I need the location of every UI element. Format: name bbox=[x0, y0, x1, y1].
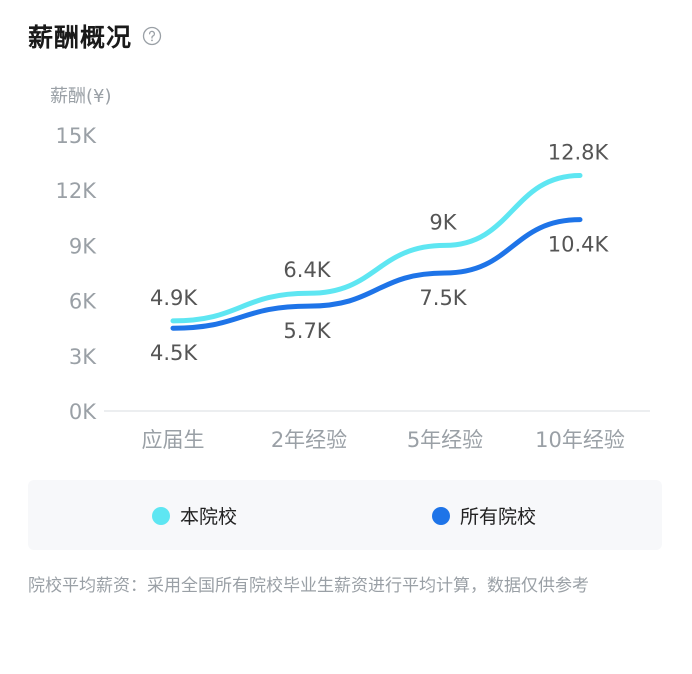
y-tick-label: 3K bbox=[69, 345, 97, 369]
x-tick-label: 应届生 bbox=[142, 428, 205, 452]
data-label: 5.7K bbox=[283, 319, 331, 343]
y-axis-ticks: 0K 3K 6K 9K 12K 15K bbox=[56, 124, 98, 424]
y-tick-label: 6K bbox=[69, 290, 97, 314]
x-tick-label: 5年经验 bbox=[407, 428, 483, 452]
legend-dot-icon bbox=[432, 506, 450, 525]
series-line-1 bbox=[170, 217, 583, 331]
legend-label-school: 本院校 bbox=[180, 506, 238, 528]
y-tick-label: 15K bbox=[56, 124, 98, 148]
y-tick-label: 9K bbox=[69, 234, 97, 258]
chart-title: 薪酬概况 bbox=[28, 23, 133, 52]
data-label: 6.4K bbox=[283, 258, 331, 282]
help-icon[interactable] bbox=[142, 26, 162, 46]
data-label: 7.5K bbox=[419, 286, 467, 310]
legend-item-all[interactable]: 所有院校 bbox=[432, 502, 536, 529]
y-tick-label: 12K bbox=[56, 179, 98, 203]
x-tick-label: 10年经验 bbox=[535, 428, 625, 452]
data-label: 4.5K bbox=[150, 341, 198, 365]
y-axis-label: 薪酬(¥) bbox=[50, 86, 112, 107]
data-label: 4.9K bbox=[150, 286, 198, 310]
data-label: 10.4K bbox=[548, 233, 610, 257]
x-tick-label: 2年经验 bbox=[271, 428, 347, 452]
data-label: 12.8K bbox=[548, 140, 610, 164]
y-tick-label: 0K bbox=[69, 400, 97, 424]
legend-dot-icon bbox=[152, 506, 170, 525]
series-line-0 bbox=[170, 172, 583, 324]
legend-item-school[interactable]: 本院校 bbox=[152, 502, 237, 529]
x-axis-ticks: 应届生 2年经验 5年经验 10年经验 bbox=[142, 428, 625, 452]
chart-legend: 本院校 所有院校 bbox=[28, 480, 662, 550]
chart-svg: 薪酬(¥) 0K 3K 6K 9K 12K 15K 应届生 2年经验 5年经验 10年经验 4.… bbox=[50, 86, 650, 452]
data-labels: 4.9K 6.4K 9K 12.8K 4.5K 5.7K 7.5K 10.4K bbox=[150, 140, 609, 365]
data-label: 9K bbox=[429, 210, 457, 234]
footnote: 院校平均薪资：采用全国所有院校毕业生薪资进行平均计算，数据仅供参考 bbox=[28, 576, 589, 596]
series-lines bbox=[170, 172, 583, 331]
salary-line-chart: 薪酬(¥) 0K 3K 6K 9K 12K 15K 应届生 2年经验 5年经验 10年经验 4.… bbox=[0, 70, 692, 460]
chart-header: 薪酬概况 bbox=[28, 18, 162, 54]
legend-label-all: 所有院校 bbox=[460, 506, 537, 528]
